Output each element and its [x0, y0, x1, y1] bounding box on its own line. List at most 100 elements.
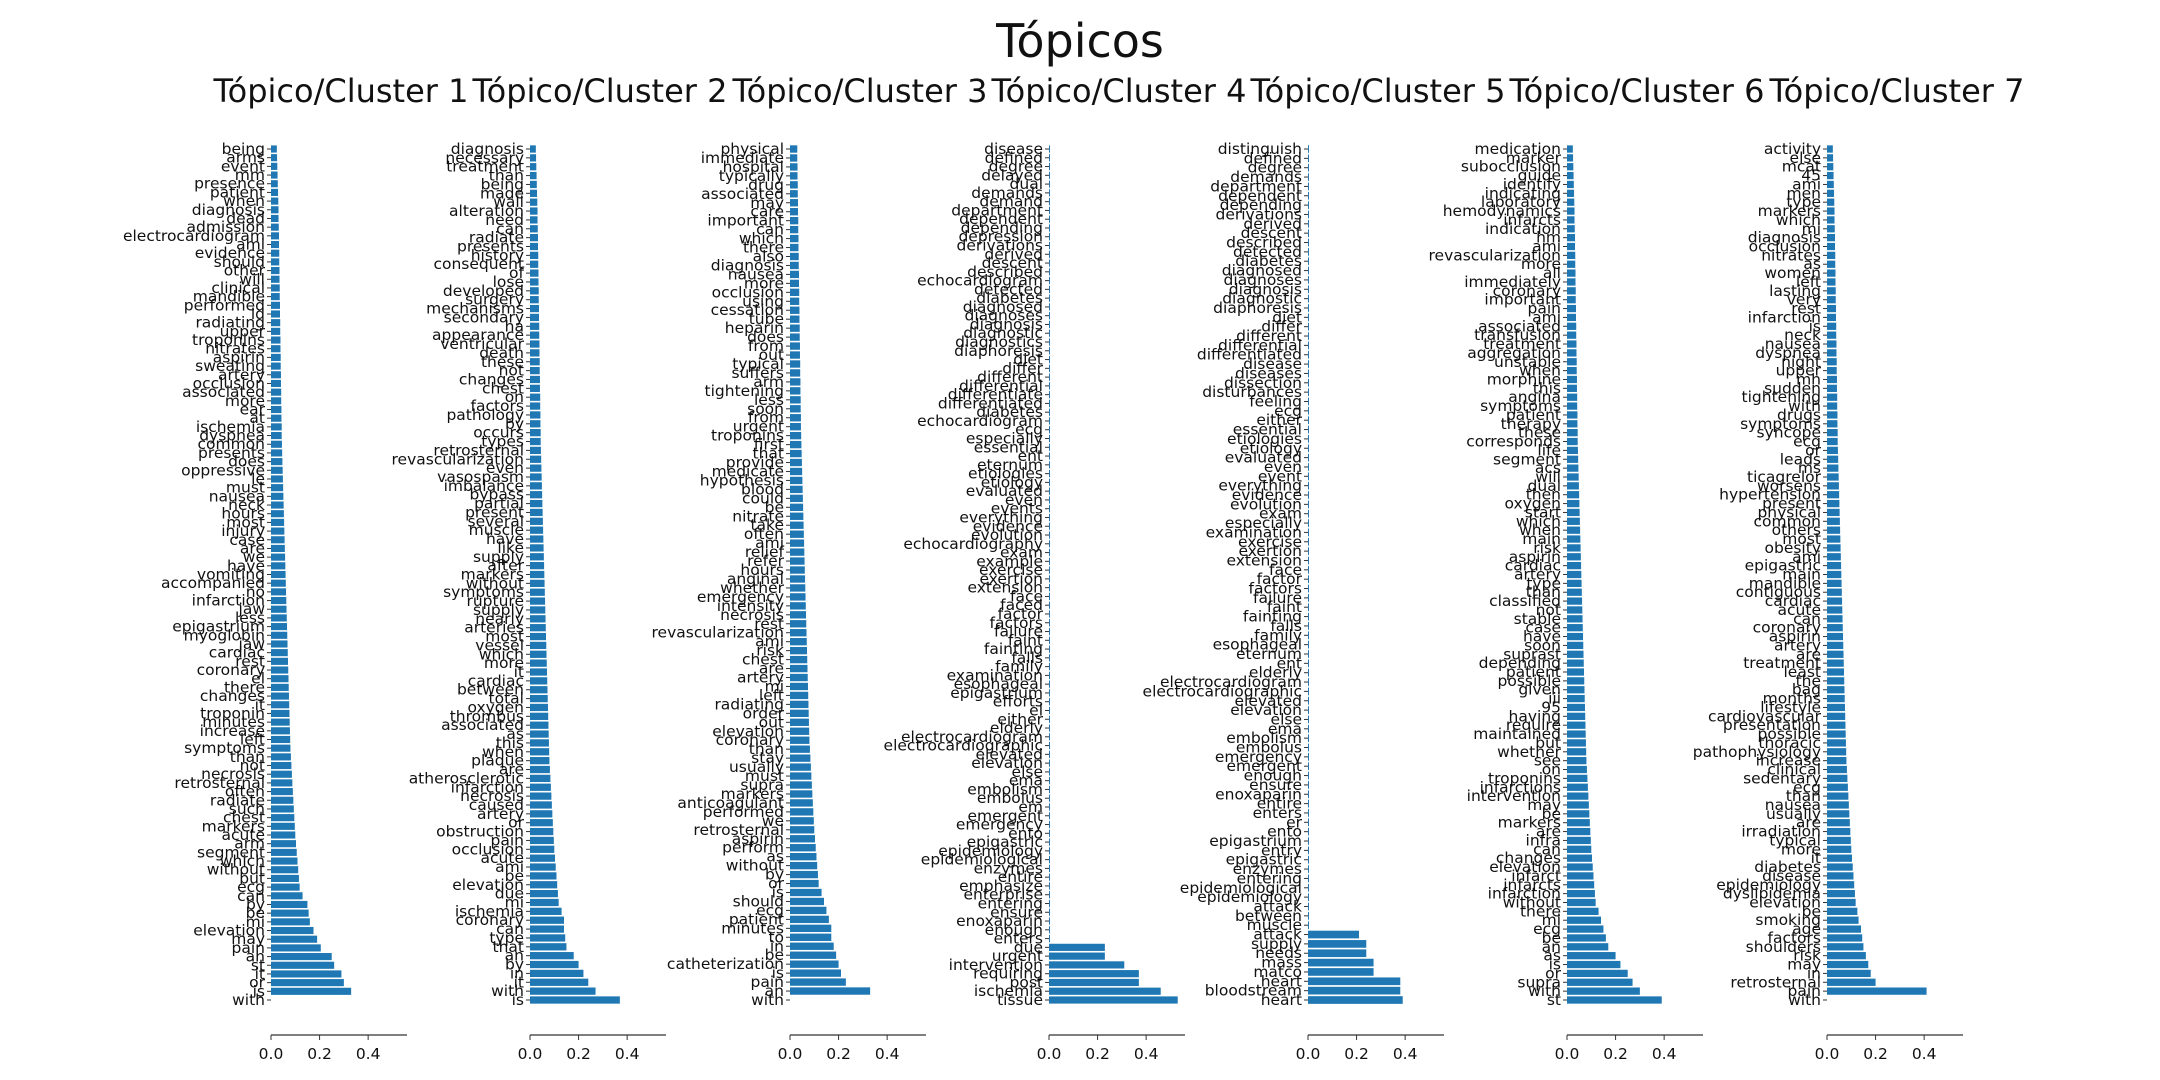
category-label: etiologies [1227, 430, 1302, 448]
bar [530, 491, 543, 499]
bar [790, 942, 834, 950]
bar [530, 978, 589, 986]
bar [1827, 322, 1837, 330]
category-label: are [499, 761, 524, 779]
category-label: ami [1792, 548, 1821, 566]
category-label: st [251, 956, 265, 974]
category-label: drug [748, 176, 784, 194]
bar [530, 446, 541, 455]
category-label: radiating [195, 314, 265, 332]
category-label: cardiac [209, 644, 265, 662]
category-label: efforts [993, 693, 1043, 711]
bar [1308, 696, 1309, 705]
bar [1049, 259, 1050, 267]
category-label: as [766, 848, 784, 866]
bar [790, 512, 804, 520]
bar [1567, 553, 1581, 561]
category-label: diagnoses [1224, 271, 1302, 289]
bar [790, 333, 800, 341]
bar [1049, 943, 1105, 951]
category-label: dependent [1218, 187, 1302, 205]
category-label: epigastrium [1209, 832, 1302, 850]
bar [271, 267, 280, 275]
category-label: hemodynamics [1443, 202, 1561, 220]
bar [271, 761, 292, 770]
category-label: which [739, 230, 784, 248]
category-label: with [1788, 991, 1821, 1009]
bar [1827, 579, 1842, 587]
category-label: contiguous [1736, 583, 1821, 601]
category-label: by [246, 895, 265, 913]
bar [1827, 207, 1835, 215]
bar [1049, 540, 1050, 548]
bar [1567, 969, 1628, 978]
category-label: family [995, 658, 1043, 676]
category-label: ischemia [974, 982, 1043, 1000]
category-label: most [485, 628, 524, 646]
category-label: the [1796, 672, 1821, 690]
bar [271, 240, 280, 249]
category-label: intervention [1467, 787, 1561, 805]
bar [1049, 566, 1050, 574]
bar [271, 883, 300, 891]
bar [1049, 557, 1050, 565]
category-label: essential [974, 438, 1043, 456]
category-label: laboratory [1481, 193, 1561, 211]
bar [1308, 248, 1309, 256]
bar [1567, 287, 1576, 295]
bar [271, 345, 281, 353]
category-label: described [1226, 234, 1302, 252]
category-label: exertion [979, 570, 1043, 588]
category-label: enzymes [1233, 860, 1302, 878]
bar [1308, 734, 1309, 742]
bar [1308, 940, 1367, 948]
x-tick-label: 0.2 [826, 1045, 851, 1063]
category-label: are [759, 660, 784, 678]
category-label: oppressive [181, 461, 265, 479]
category-label: are [1536, 823, 1561, 841]
bar [1567, 163, 1574, 171]
bar [271, 449, 283, 457]
category-label: supply [1251, 935, 1302, 953]
category-label: rest [754, 615, 784, 633]
bar [1049, 882, 1050, 890]
category-label: enters [994, 930, 1043, 948]
category-label: than [230, 748, 265, 766]
x-tick-label: 0.4 [875, 1045, 900, 1063]
category-label: extension [967, 579, 1043, 597]
bar [790, 960, 839, 968]
category-label: eternum [977, 456, 1043, 474]
bar [790, 521, 804, 529]
bar [530, 420, 541, 428]
bar [530, 358, 540, 366]
bar [530, 907, 562, 915]
category-label: infarcts [1503, 211, 1561, 229]
bar [1567, 429, 1578, 437]
category-label: risk [1533, 539, 1561, 557]
bar [271, 926, 314, 935]
category-label: ema [1268, 720, 1302, 738]
category-label: enzymes [974, 859, 1043, 877]
bar [1567, 207, 1575, 215]
bar [1308, 771, 1309, 780]
category-label: without [207, 861, 265, 879]
bar [790, 790, 813, 798]
category-label: clinical [1767, 761, 1821, 779]
category-label: no [246, 583, 265, 601]
category-label: can [756, 221, 784, 239]
bar [271, 779, 293, 787]
category-label: imbalance [444, 477, 524, 495]
category-label: infarctions [1480, 778, 1561, 796]
category-label: markers [721, 785, 784, 803]
category-label: retrosternal [174, 774, 265, 792]
category-label: it [255, 696, 265, 714]
category-label: faced [1000, 596, 1043, 614]
category-label: dependent [959, 210, 1043, 228]
bar [1567, 473, 1579, 481]
bar [1308, 678, 1309, 686]
bar [1827, 198, 1835, 206]
bar [1049, 206, 1050, 215]
bar [1049, 312, 1050, 320]
category-label: oxygen [467, 698, 524, 716]
bar [1827, 349, 1837, 357]
